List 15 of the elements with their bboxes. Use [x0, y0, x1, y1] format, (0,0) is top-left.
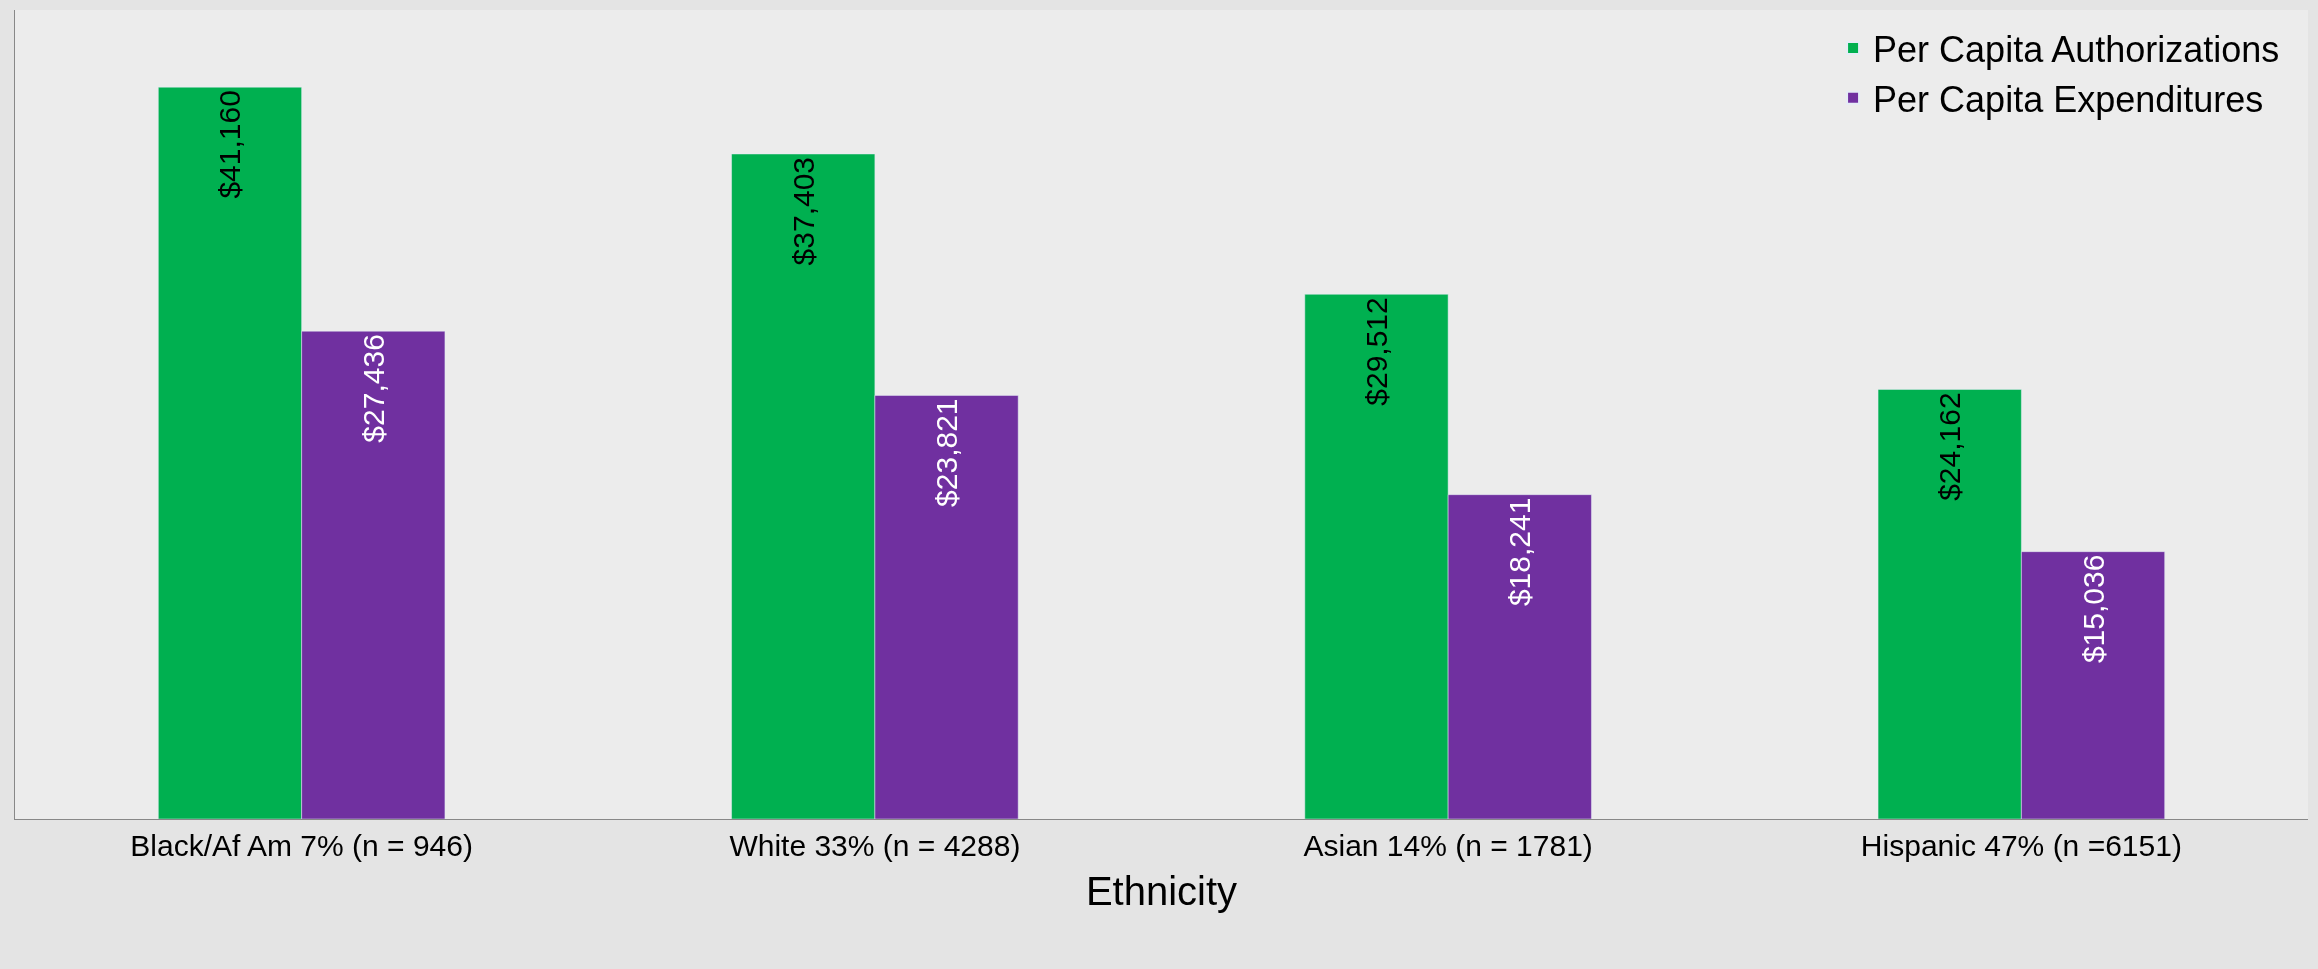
- x-tick-label: Hispanic 47% (n =6151): [1860, 829, 2182, 862]
- x-tick-label: Black/Af Am 7% (n = 946): [130, 829, 473, 862]
- x-tick-label: White 33% (n = 4288): [729, 829, 1021, 862]
- data-label: $27,436: [356, 334, 390, 443]
- x-axis-title: Ethnicity: [1085, 868, 1238, 913]
- x-tick-label: Asian 14% (n = 1781): [1303, 829, 1593, 862]
- data-label: $18,241: [1503, 497, 1537, 607]
- legend-label: Per Capita Expenditures: [1873, 78, 2264, 120]
- data-label: $29,512: [1359, 297, 1393, 406]
- data-label: $15,036: [2076, 554, 2110, 664]
- data-label: $23,821: [930, 398, 964, 507]
- data-label: $24,162: [1933, 392, 1967, 501]
- data-label: $37,403: [786, 156, 820, 266]
- legend-label: Per Capita Authorizations: [1873, 29, 2280, 71]
- data-label: $41,160: [213, 90, 247, 199]
